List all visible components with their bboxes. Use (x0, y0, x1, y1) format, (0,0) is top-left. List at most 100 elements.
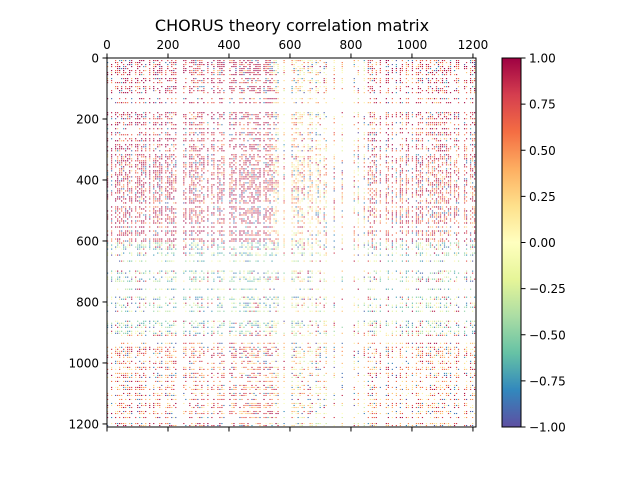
heatmap-cell (307, 164, 309, 166)
heatmap-cell (233, 206, 235, 208)
heatmap-cell (415, 146, 418, 148)
heatmap-cell (455, 170, 458, 172)
heatmap-cell (217, 62, 219, 64)
heatmap-cell (143, 186, 145, 188)
heatmap-cell (431, 102, 434, 104)
heatmap-cell (245, 102, 247, 104)
heatmap-cell (385, 160, 387, 162)
heatmap-cell (363, 188, 365, 190)
heatmap-cell (367, 148, 369, 150)
heatmap-cell (379, 80, 381, 82)
heatmap-cell (137, 146, 139, 148)
heatmap-cell (193, 118, 195, 120)
heatmap-cell (193, 180, 195, 182)
heatmap-cell (277, 102, 279, 104)
heatmap-cell (433, 176, 436, 178)
heatmap-cell (447, 208, 450, 210)
heatmap-cell (253, 156, 255, 158)
heatmap-cell (137, 178, 139, 180)
heatmap-cell (259, 112, 261, 114)
heatmap-cell (165, 150, 167, 152)
heatmap-cell (121, 174, 123, 176)
heatmap-cell (405, 194, 408, 196)
heatmap-cell (401, 184, 403, 186)
heatmap-cell (221, 192, 223, 194)
heatmap-cell (125, 66, 127, 68)
heatmap-cell (263, 86, 265, 88)
heatmap-cell (233, 62, 235, 64)
heatmap-cell (457, 92, 460, 94)
heatmap-cell (201, 140, 203, 142)
heatmap-cell (219, 188, 221, 190)
heatmap-cell (375, 70, 377, 72)
heatmap-cell (431, 188, 434, 190)
heatmap-cell (465, 150, 468, 152)
heatmap-cell (197, 146, 199, 148)
heatmap-cell (315, 200, 317, 202)
heatmap-cell (257, 154, 259, 156)
heatmap-cell (427, 90, 430, 92)
heatmap-cell (317, 154, 319, 156)
heatmap-cell (301, 64, 303, 66)
heatmap-cell (183, 98, 185, 100)
heatmap-cell (277, 114, 279, 116)
heatmap-cell (319, 70, 321, 72)
heatmap-cell (425, 164, 428, 166)
heatmap-cell (417, 112, 420, 114)
heatmap-cell (125, 114, 127, 116)
heatmap-cell (395, 68, 397, 70)
heatmap-cell (201, 192, 203, 194)
heatmap-cell (373, 156, 375, 158)
heatmap-cell (373, 154, 375, 156)
heatmap-cell (291, 188, 293, 190)
heatmap-cell (193, 74, 195, 76)
heatmap-cell (427, 88, 430, 90)
heatmap-cell (387, 146, 389, 148)
heatmap-cell (153, 164, 155, 166)
heatmap-cell (169, 92, 171, 94)
heatmap-cell (449, 178, 452, 180)
heatmap-cell (153, 162, 155, 164)
heatmap-cell (283, 102, 285, 104)
heatmap-cell (243, 202, 245, 204)
heatmap-cell (435, 144, 438, 146)
heatmap-cell (439, 150, 442, 152)
heatmap-cell (293, 68, 295, 70)
heatmap-cell (253, 144, 255, 146)
heatmap-cell (417, 186, 420, 188)
heatmap-cell (135, 118, 137, 120)
heatmap-cell (421, 156, 424, 158)
heatmap-cell (115, 114, 117, 116)
heatmap-cell (135, 160, 137, 162)
heatmap-cell (123, 170, 125, 172)
heatmap-cell (407, 98, 410, 100)
heatmap-cell (357, 148, 359, 150)
heatmap-cell (317, 92, 319, 94)
heatmap-cell (465, 146, 468, 148)
heatmap-cell (219, 180, 221, 182)
heatmap-cell (303, 158, 305, 160)
heatmap-cell (317, 82, 319, 84)
heatmap-cell (463, 208, 466, 210)
heatmap-cell (235, 118, 237, 120)
heatmap-cell (153, 170, 155, 172)
heatmap-cell (405, 192, 408, 194)
heatmap-cell (185, 150, 187, 152)
heatmap-cell (117, 122, 119, 124)
heatmap-cell (111, 160, 113, 162)
heatmap-cell (219, 64, 221, 66)
heatmap-cell (385, 166, 387, 168)
heatmap-cell (115, 184, 117, 186)
heatmap-cell (371, 170, 373, 172)
heatmap-cell (247, 122, 249, 124)
heatmap-cell (257, 88, 259, 90)
heatmap-cell (233, 146, 235, 148)
heatmap-cell (283, 144, 285, 146)
heatmap-cell (243, 208, 245, 210)
heatmap-cell (111, 162, 113, 164)
heatmap-cell (283, 74, 285, 76)
heatmap-cell (159, 90, 161, 92)
heatmap-cell (137, 66, 139, 68)
heatmap-cell (463, 186, 466, 188)
heatmap-cell (457, 116, 460, 118)
